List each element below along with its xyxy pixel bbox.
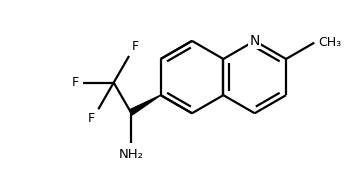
Text: CH₃: CH₃ [318,36,341,49]
Text: F: F [132,40,139,53]
Text: F: F [72,76,79,89]
Text: F: F [87,112,95,125]
Text: NH₂: NH₂ [119,148,144,161]
Polygon shape [130,95,161,115]
Text: N: N [250,34,260,48]
